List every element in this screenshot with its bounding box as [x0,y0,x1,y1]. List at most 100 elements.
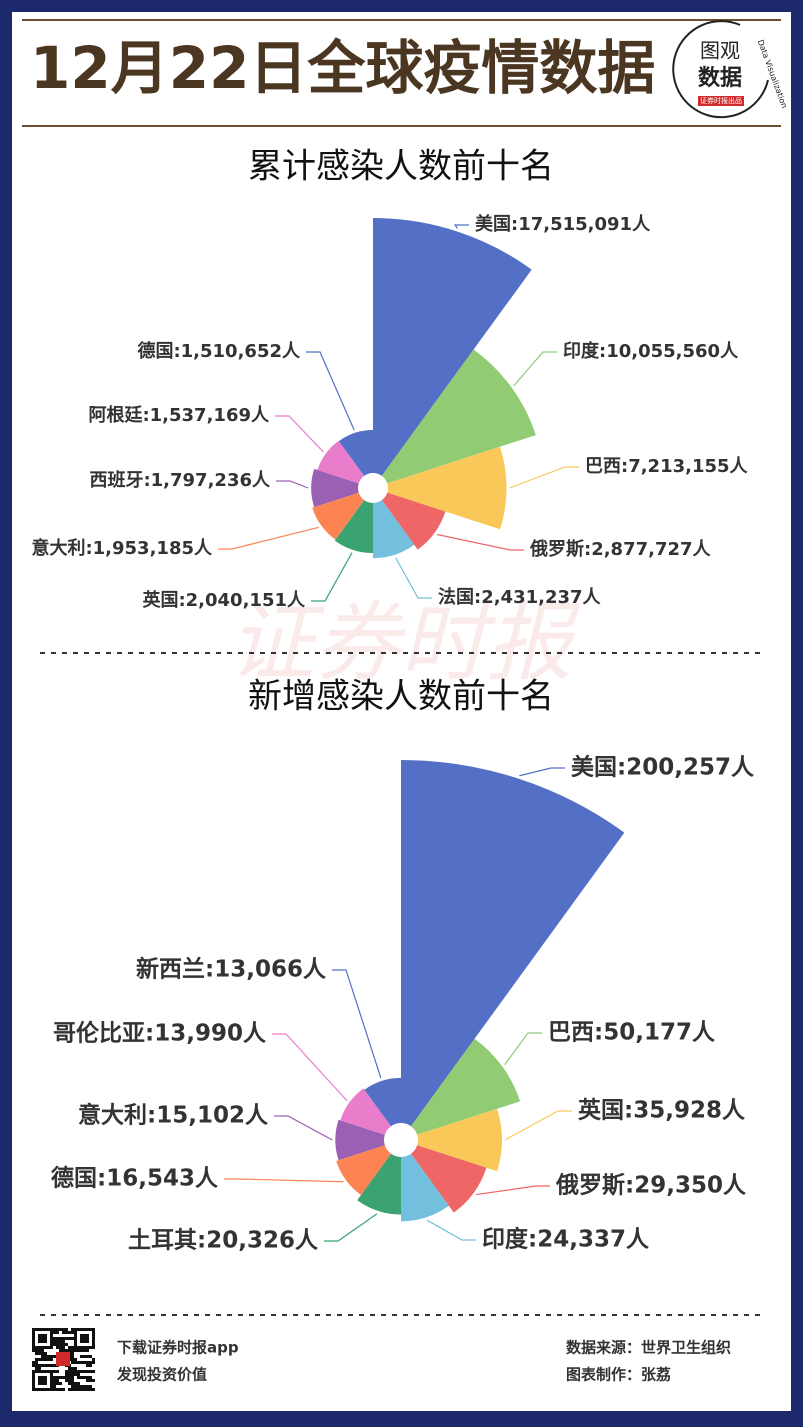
qr-cell [50,1364,53,1367]
qr-cell [53,1355,56,1358]
qr-cell [38,1367,41,1370]
qr-cell [86,1376,89,1379]
qr-cell [41,1388,44,1391]
qr-cell [65,1328,68,1331]
qr-cell [83,1385,86,1388]
rose-sector [373,500,415,559]
data-label: 巴西:7,213,155人 [585,456,749,477]
qr-cell [74,1340,77,1343]
qr-cell [83,1340,86,1343]
qr-cell [71,1388,74,1391]
qr-cell [44,1340,47,1343]
qr-cell [83,1388,86,1391]
qr-cell [32,1361,35,1364]
qr-cell [86,1370,89,1373]
qr-cell [53,1382,56,1385]
qr-cell [44,1328,47,1331]
data-label: 德国:16,543人 [51,1165,219,1192]
leader-line [504,1110,572,1141]
footer-text: 发现投资价值 [116,1366,207,1384]
qr-cell [68,1373,71,1376]
qr-cell [35,1346,38,1349]
qr-cell [38,1376,41,1379]
qr-cell [71,1331,74,1334]
qr-cell [71,1328,74,1331]
qr-cell [53,1340,56,1343]
qr-cell [68,1346,71,1349]
qr-code [32,1328,95,1391]
data-label: 阿根廷:1,537,169人 [88,404,270,426]
qr-cell [56,1379,59,1382]
leader-line [453,224,469,229]
qr-cell [86,1361,89,1364]
data-label: 印度:10,055,560人 [563,340,739,362]
qr-cell [38,1340,41,1343]
qr-cell [56,1388,59,1391]
qr-cell [50,1337,53,1340]
qr-cell [53,1337,56,1340]
qr-cell [32,1346,35,1349]
qr-cell [86,1355,89,1358]
qr-cell [71,1358,74,1361]
rose-sector [312,492,365,540]
qr-cell [80,1376,83,1379]
qr-cell [74,1331,77,1334]
qr-cell [41,1352,44,1355]
qr-cell [47,1358,50,1361]
leader-line [276,480,309,489]
leader-line [218,526,320,550]
qr-cell [44,1337,47,1340]
rose-sector [334,500,373,554]
rose-sector [417,1108,502,1172]
qr-cell [41,1355,44,1358]
qr-cell [86,1388,89,1391]
qr-cell [53,1388,56,1391]
qr-cell [68,1349,71,1352]
logo-ring [672,20,769,119]
rose-sector [335,1119,385,1161]
qr-cell [74,1373,77,1376]
watermark: 证券时报 [228,594,581,694]
qr-cell [53,1376,56,1379]
qr-cell [77,1346,80,1349]
qr-cell [77,1382,80,1385]
qr-cell [53,1331,56,1334]
qr-cell [32,1370,35,1373]
rose-sector [364,1077,401,1127]
qr-cell [92,1361,95,1364]
chart-title: 累计感染人数前十名 [248,147,554,187]
qr-cell [92,1343,95,1346]
qr-cell [44,1370,47,1373]
qr-cell [92,1340,95,1343]
qr-cell [35,1328,38,1331]
qr-cell [83,1370,86,1373]
qr-cell [83,1376,86,1379]
qr-cell [71,1346,74,1349]
qr-cell [47,1388,50,1391]
qr-cell [71,1367,74,1370]
qr-cell [71,1382,74,1385]
qr-center [56,1352,70,1366]
qr-cell [38,1364,41,1367]
qr-cell [80,1361,83,1364]
qr-cell [41,1358,44,1361]
qr-cell [53,1328,56,1331]
qr-cell [44,1358,47,1361]
qr-cell [62,1337,65,1340]
qr-cell [68,1337,71,1340]
rose-sector [410,1145,487,1213]
qr-cell [32,1382,35,1385]
data-label: 意大利:15,102人 [78,1102,269,1129]
qr-cell [86,1346,89,1349]
qr-cell [68,1379,71,1382]
qr-cell [83,1337,86,1340]
qr-cell [77,1385,80,1388]
qr-cell [56,1376,59,1379]
leader-line [504,1032,542,1066]
qr-cell [44,1352,47,1355]
qr-cell [68,1370,71,1373]
qr-cell [80,1385,83,1388]
qr-cell [77,1328,80,1331]
qr-cell [50,1373,53,1376]
